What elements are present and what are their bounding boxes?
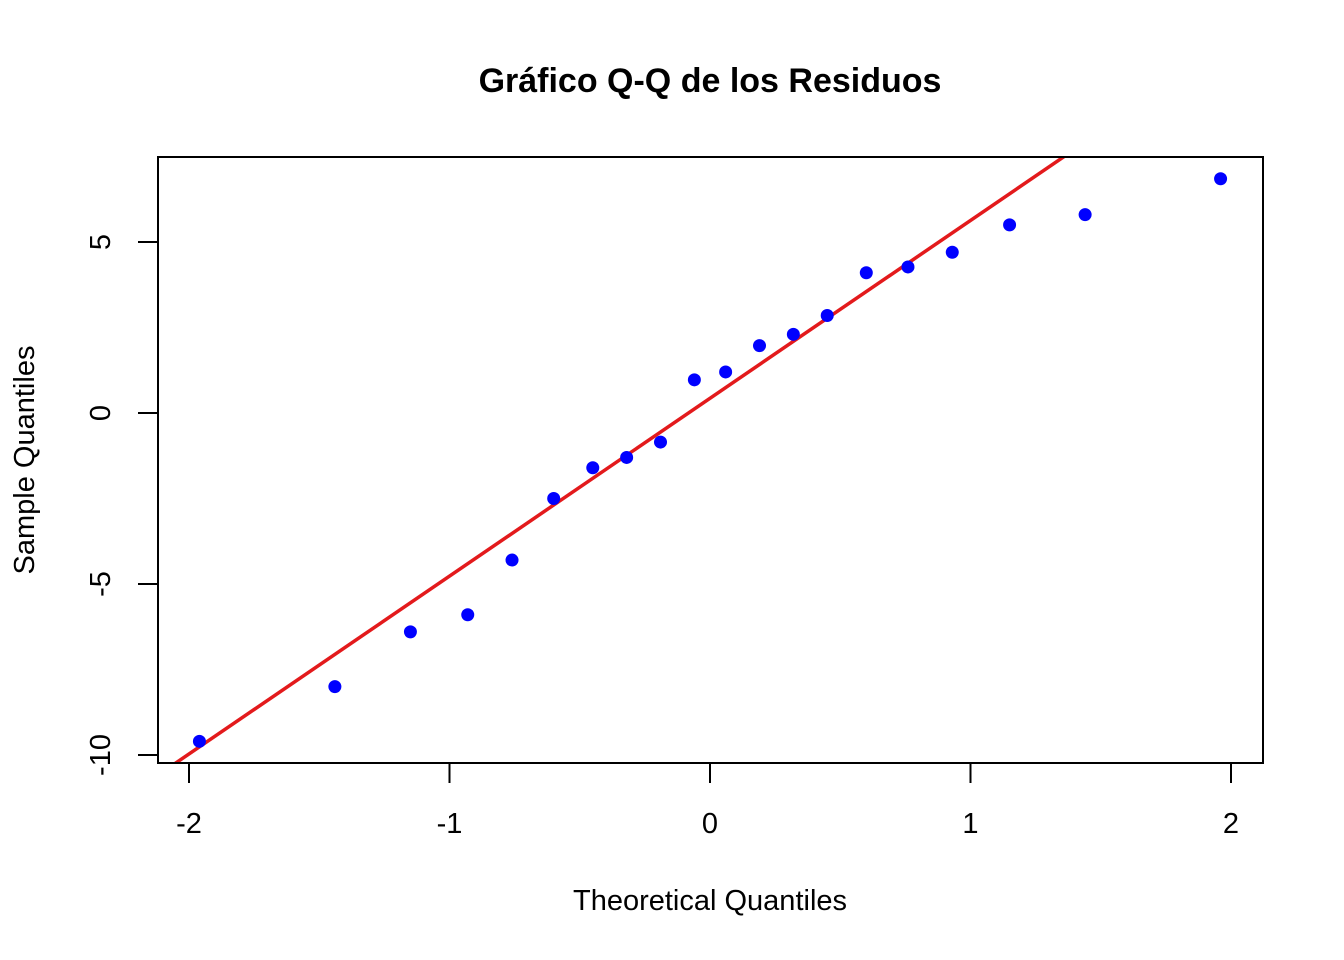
data-point [403, 625, 417, 639]
x-tick-label: 1 [962, 808, 978, 840]
data-point [547, 492, 561, 505]
data-point [901, 260, 915, 274]
reference-line [172, 157, 1067, 763]
y-tick-label: 0 [85, 405, 117, 421]
data-point [1003, 218, 1017, 232]
data-point [505, 553, 519, 567]
data-point [859, 266, 873, 280]
x-axis: -2 -1 0 1 2 [176, 762, 1239, 840]
x-tick-label: -2 [176, 808, 202, 840]
chart-title: Gráfico Q-Q de los Residuos [479, 62, 942, 100]
reference-line-layer [172, 157, 1067, 763]
data-point [461, 608, 475, 622]
data-point [328, 680, 342, 694]
plot-frame [157, 156, 1264, 764]
y-tick-label: -5 [85, 571, 117, 597]
data-point [687, 373, 701, 387]
data-point [654, 435, 668, 449]
y-axis-label: Sample Quantiles [9, 346, 41, 575]
x-tick-label: 2 [1223, 808, 1239, 840]
data-point [620, 450, 634, 464]
x-axis-label: Theoretical Quantiles [573, 885, 847, 917]
data-point [820, 309, 834, 323]
data-point [1078, 208, 1092, 222]
x-tick-label: -1 [437, 808, 463, 840]
data-point [786, 327, 800, 341]
data-point [192, 734, 206, 748]
data-point [586, 461, 600, 475]
y-tick-label: 5 [85, 234, 117, 250]
points-layer [192, 172, 1228, 748]
data-point [1214, 172, 1228, 186]
x-tick-label: 0 [702, 808, 718, 840]
y-tick-label: -10 [85, 734, 117, 776]
y-axis: -10 -5 0 5 [85, 234, 159, 776]
data-point [719, 365, 733, 379]
data-point [752, 339, 766, 353]
data-point [945, 245, 959, 259]
